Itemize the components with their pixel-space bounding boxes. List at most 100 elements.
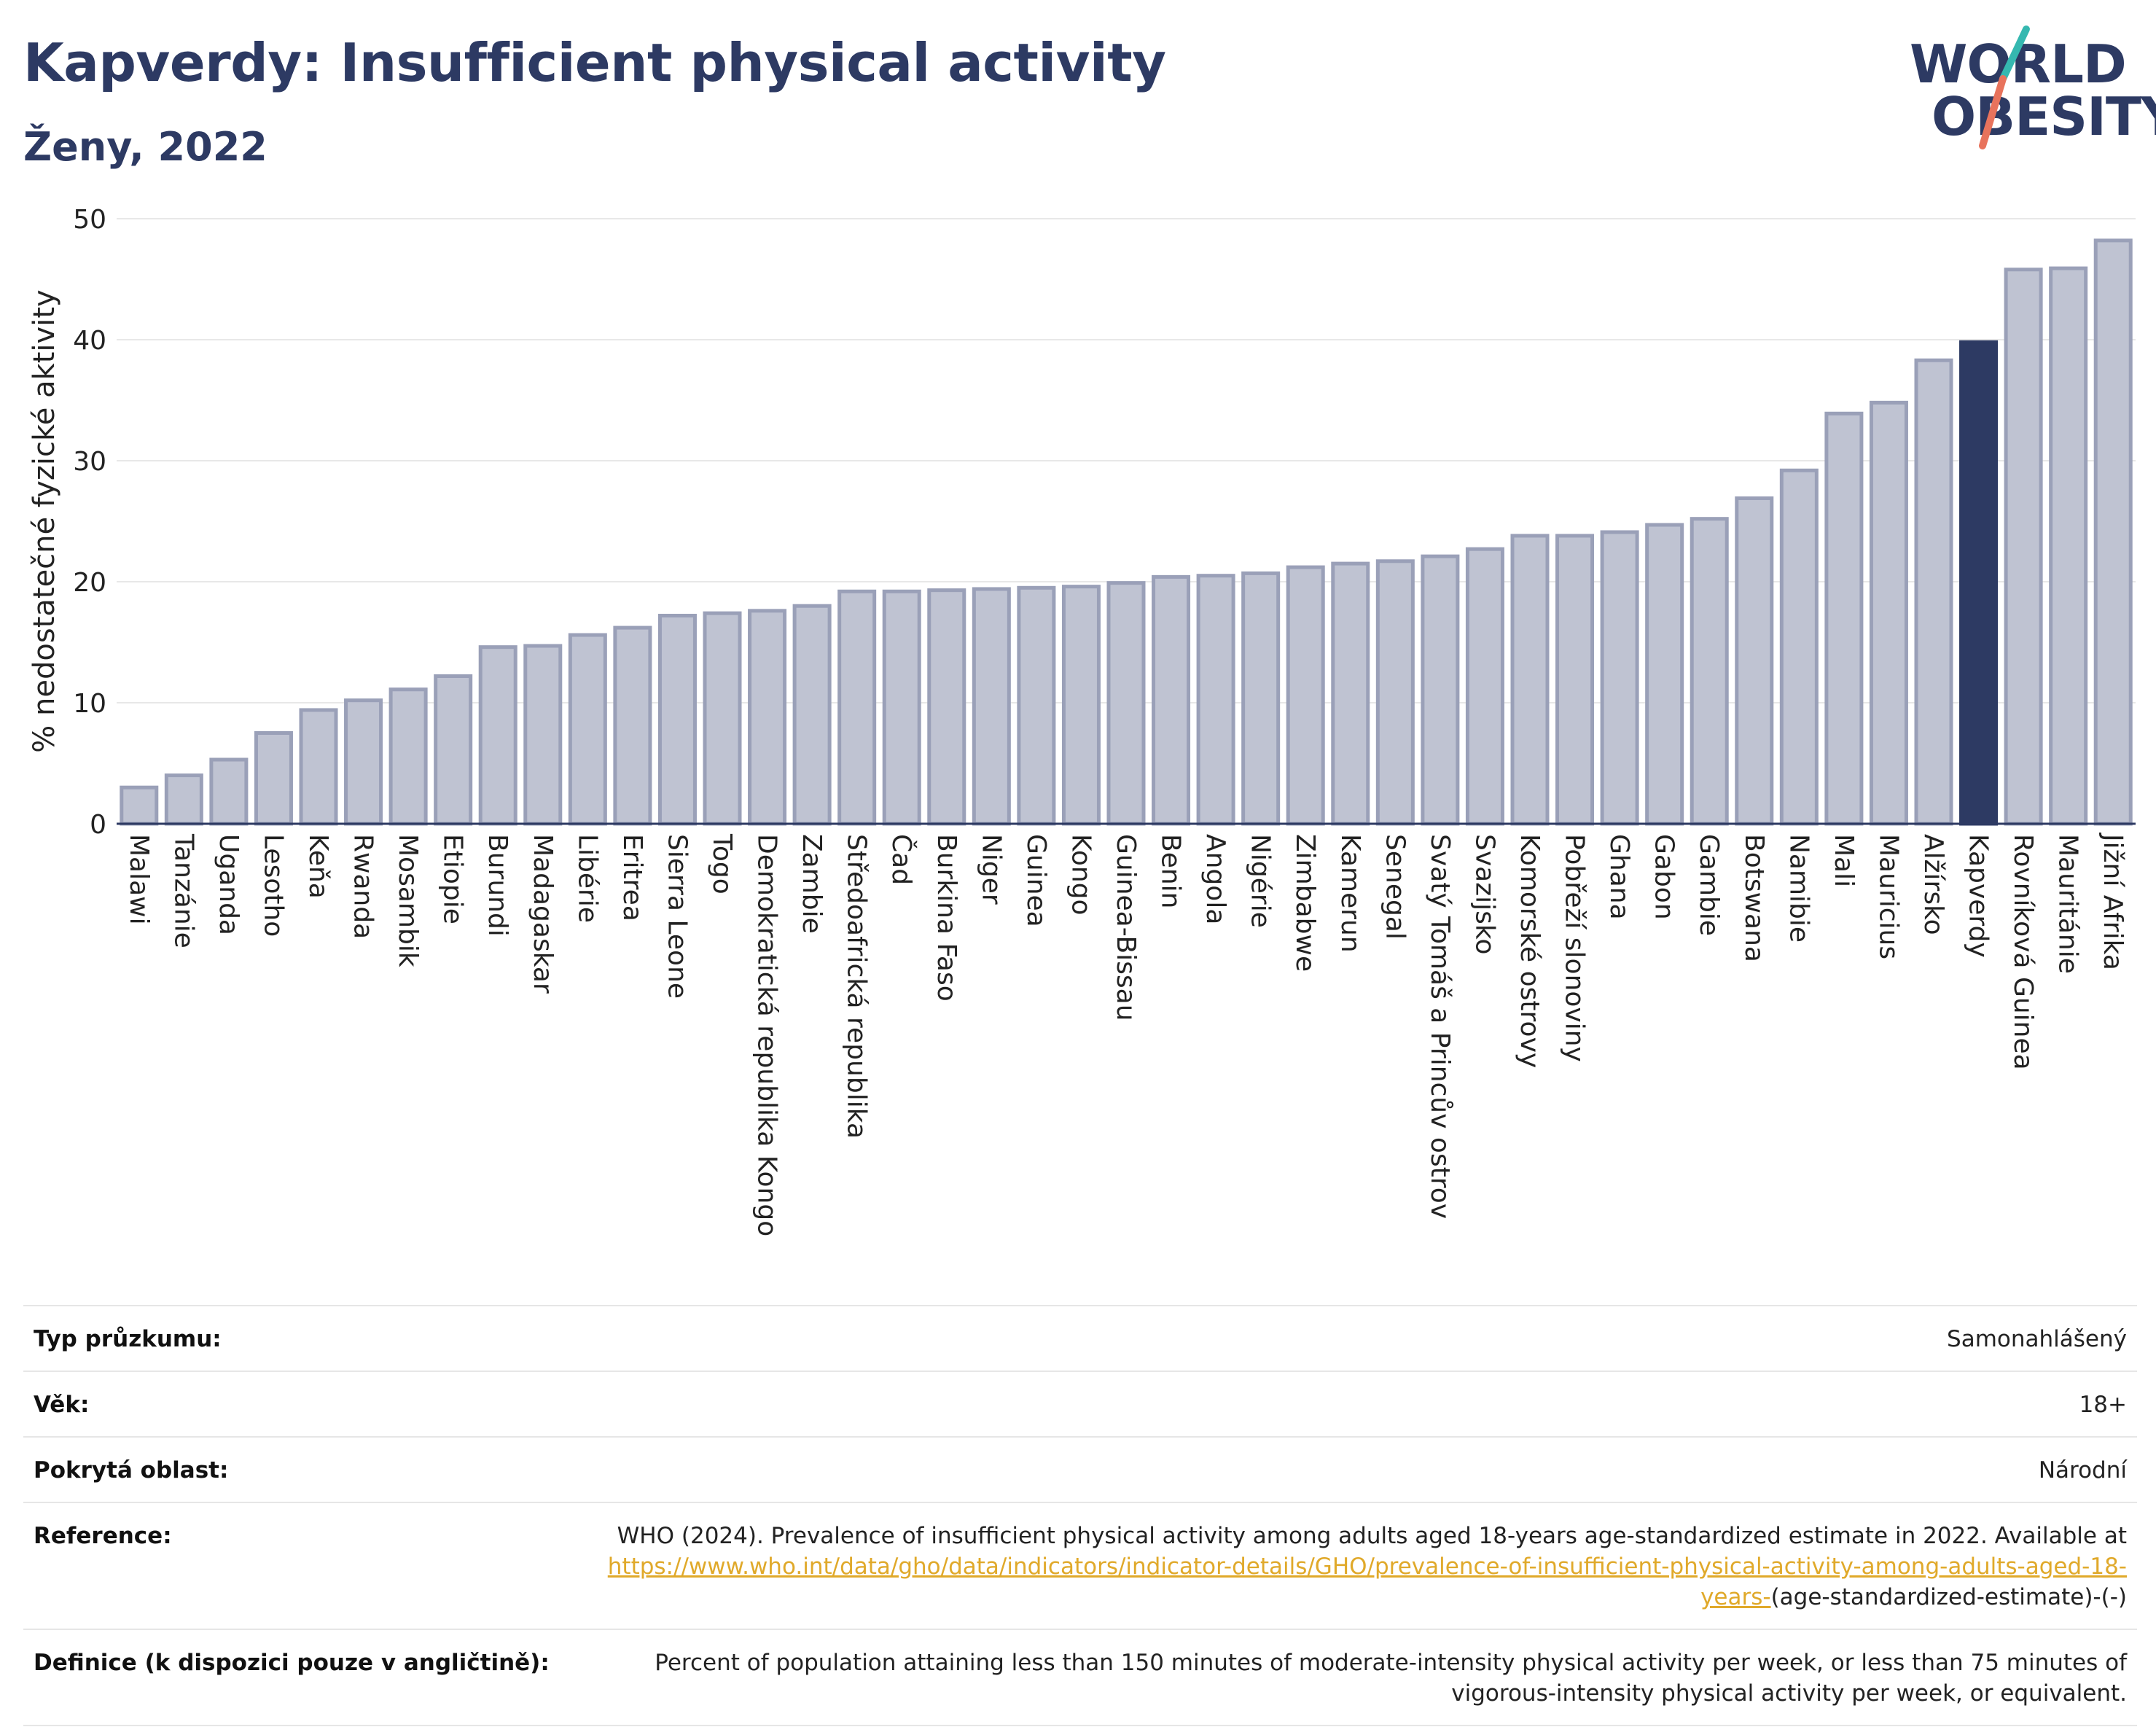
x-tick-label: Guinea bbox=[1021, 834, 1051, 927]
y-tick-label: 10 bbox=[73, 689, 106, 719]
info-row-coverage: Pokrytá oblast: Národní bbox=[23, 1436, 2137, 1502]
x-tick-label: Eritrea bbox=[617, 834, 647, 921]
bar bbox=[120, 785, 159, 826]
bar bbox=[523, 644, 563, 826]
x-tick-label: Zambie bbox=[797, 834, 827, 934]
x-tick-label: Kongo bbox=[1066, 834, 1095, 916]
x-tick-label: Uganda bbox=[214, 834, 243, 935]
info-table: Typ průzkumu: Samonahlášený Věk: 18+ Pok… bbox=[23, 1305, 2137, 1726]
y-tick-label: 50 bbox=[73, 205, 106, 235]
world-obesity-logo: WORLD OBESITY bbox=[1902, 22, 2156, 160]
x-tick-label: Středoafrická republika bbox=[842, 834, 872, 1139]
x-tick-label: Svatý Tomáš a Princův ostrov bbox=[1425, 834, 1455, 1219]
bar bbox=[2049, 266, 2088, 826]
x-tick-label: Guinea-Bissau bbox=[1111, 834, 1141, 1021]
x-tick-label: Rwanda bbox=[348, 834, 378, 939]
x-tick-label: Jižní Afrika bbox=[2098, 833, 2128, 970]
bar bbox=[1510, 534, 1550, 826]
bar bbox=[2004, 268, 2043, 826]
bar bbox=[972, 587, 1011, 826]
bar bbox=[837, 589, 877, 826]
y-tick-label: 40 bbox=[73, 326, 106, 356]
bar bbox=[388, 687, 428, 826]
bar bbox=[792, 604, 832, 826]
info-row-survey-type: Typ průzkumu: Samonahlášený bbox=[23, 1305, 2137, 1371]
bar bbox=[1152, 574, 1191, 826]
x-tick-label: Mauricius bbox=[1873, 834, 1903, 959]
bar bbox=[1824, 411, 1864, 826]
x-tick-label: Togo bbox=[707, 833, 737, 894]
info-row-age: Věk: 18+ bbox=[23, 1371, 2137, 1436]
info-row-reference: Reference: WHO (2024). Prevalence of ins… bbox=[23, 1502, 2137, 1629]
x-tick-label: Komorské ostrovy bbox=[1515, 834, 1544, 1068]
reference-link[interactable]: https://www.who.int/data/gho/data/indica… bbox=[607, 1553, 2127, 1610]
bar bbox=[568, 633, 607, 826]
bar bbox=[1645, 523, 1684, 826]
reference-suffix: (age-standardized-estimate)-(-) bbox=[1770, 1584, 2127, 1610]
info-value: 18+ bbox=[2079, 1392, 2127, 1418]
x-tick-label: Senegal bbox=[1380, 834, 1410, 940]
bar bbox=[1196, 574, 1235, 826]
x-tick-label: Mosambik bbox=[393, 834, 423, 967]
bar bbox=[1286, 565, 1325, 826]
info-row-definition: Definice (k dispozici pouze v angličtině… bbox=[23, 1629, 2137, 1726]
y-tick-label: 0 bbox=[90, 810, 106, 840]
bar bbox=[1690, 517, 1729, 826]
bar bbox=[1779, 468, 1819, 826]
bar bbox=[882, 589, 921, 826]
info-label: Pokrytá oblast: bbox=[34, 1457, 229, 1483]
x-tick-label: Čad bbox=[886, 834, 917, 885]
x-tick-label: Etiopie bbox=[438, 834, 468, 924]
x-tick-label: Benin bbox=[1156, 834, 1186, 908]
x-tick-label: Zimbabwe bbox=[1290, 834, 1320, 972]
x-tick-label: Mauritánie bbox=[2053, 834, 2083, 974]
bar bbox=[748, 609, 787, 826]
y-tick-label: 20 bbox=[73, 568, 106, 598]
bar bbox=[1465, 547, 1504, 826]
bar bbox=[1735, 496, 1774, 826]
x-tick-label: Burundi bbox=[483, 834, 512, 937]
chart-subtitle: Ženy, 2022 bbox=[23, 124, 267, 170]
bar bbox=[1331, 561, 1370, 826]
bar bbox=[927, 588, 966, 826]
bar bbox=[1106, 581, 1146, 826]
x-tick-label: Madagaskar bbox=[528, 834, 558, 994]
info-label: Definice (k dispozici pouze v angličtině… bbox=[34, 1650, 550, 1676]
info-label: Typ průzkumu: bbox=[34, 1326, 222, 1352]
x-tick-label: Mali bbox=[1829, 834, 1859, 887]
x-tick-label: Alžírsko bbox=[1918, 834, 1948, 935]
logo-line-2: OBESITY bbox=[1932, 86, 2156, 147]
bar bbox=[254, 731, 293, 826]
x-tick-label: Angola bbox=[1200, 834, 1230, 924]
bar bbox=[164, 773, 203, 826]
bar bbox=[1421, 554, 1460, 826]
x-tick-label: Burkina Faso bbox=[931, 834, 961, 1002]
info-value: Samonahlášený bbox=[1947, 1326, 2127, 1352]
bar-chart: 0 10 20 30 40 50 % nedostatečné fyzické aktivi… bbox=[28, 205, 2136, 1236]
bar bbox=[299, 708, 338, 826]
x-tick-label: Svazijsko bbox=[1469, 834, 1499, 954]
x-tick-label: Niger bbox=[976, 834, 1006, 905]
bar bbox=[703, 611, 742, 826]
bar bbox=[1600, 530, 1639, 826]
page-title: Kapverdy: Insufficient physical activity bbox=[23, 32, 1166, 93]
bar bbox=[1914, 358, 1953, 826]
bar bbox=[1241, 571, 1281, 826]
x-tick-label: Nigérie bbox=[1246, 834, 1276, 928]
info-label: Reference: bbox=[34, 1523, 172, 1549]
bar bbox=[209, 757, 249, 826]
x-tick-label: Kamerun bbox=[1335, 834, 1365, 953]
x-tick-label: Malawi bbox=[124, 834, 154, 925]
bar bbox=[657, 613, 697, 826]
x-tick-label: Keňa bbox=[303, 834, 333, 899]
y-axis-label: % nedostatečné fyzické aktivity bbox=[28, 289, 61, 752]
reference-value: WHO (2024). Prevalence of insufficient p… bbox=[567, 1521, 2127, 1613]
bar bbox=[1869, 400, 1908, 826]
x-tick-label: Rovníková Guinea bbox=[2008, 834, 2038, 1070]
bar bbox=[1375, 559, 1415, 826]
reference-text: WHO (2024). Prevalence of insufficient p… bbox=[617, 1523, 2127, 1549]
x-tick-label: Lesotho bbox=[258, 834, 288, 937]
bar bbox=[434, 674, 473, 826]
info-value: Percent of population attaining less tha… bbox=[655, 1650, 2127, 1707]
bar bbox=[478, 645, 517, 826]
